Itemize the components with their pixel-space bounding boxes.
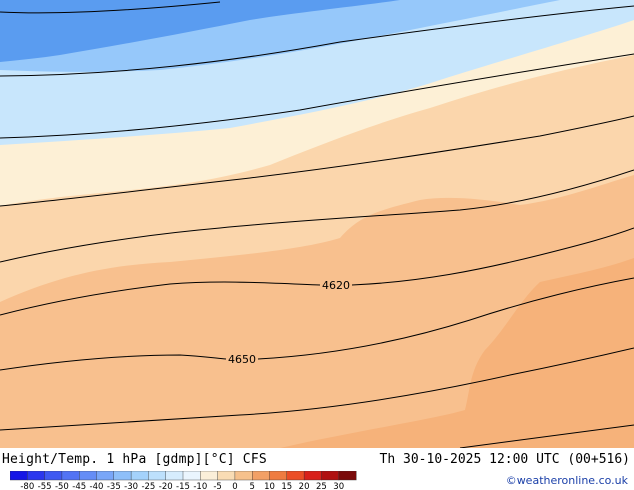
- scale-tick-label: -10: [193, 482, 207, 490]
- scale-tick-label: 15: [281, 482, 292, 490]
- scale-tick-label: 10: [264, 482, 275, 490]
- scale-swatch: [303, 471, 322, 481]
- scale-swatch: [113, 471, 132, 481]
- contour-label-4620: 4620: [322, 279, 350, 292]
- scale-tick-label: -45: [72, 482, 86, 490]
- contour-label-4650: 4650: [228, 353, 256, 366]
- scale-swatch: [217, 471, 236, 481]
- scale-swatch: [44, 471, 63, 481]
- credit-link[interactable]: ©weatheronline.co.uk: [505, 474, 628, 487]
- scale-tick-label: 25: [316, 482, 327, 490]
- scale-tick-label: -50: [55, 482, 69, 490]
- shade-blue-mid: [0, 0, 400, 62]
- scale-tick-label: -55: [38, 482, 52, 490]
- scale-swatch: [182, 471, 201, 481]
- contour-line: [0, 1, 221, 14]
- scale-swatch: [165, 471, 184, 481]
- contour-line: [0, 169, 634, 263]
- contour-line: [0, 227, 634, 316]
- scale-tick-label: -30: [124, 482, 138, 490]
- scale-swatch: [200, 471, 219, 481]
- scale-tick-label: -35: [107, 482, 121, 490]
- contour-line: [0, 53, 634, 139]
- scale-swatch: [130, 471, 149, 481]
- scale-swatch: [234, 471, 253, 481]
- contour-line: [0, 115, 634, 207]
- scale-tick-label: -15: [176, 482, 190, 490]
- scale-tick-label: 30: [333, 482, 344, 490]
- scale-swatch: [148, 471, 167, 481]
- scale-tick-label: 0: [232, 482, 237, 490]
- scale-swatch: [61, 471, 80, 481]
- scale-swatch: [338, 471, 357, 481]
- map-title: Height/Temp. 1 hPa [gdmp][°C] CFS: [2, 452, 267, 467]
- scale-tick-label: -5: [213, 482, 221, 490]
- scale-swatch: [27, 471, 46, 481]
- scale-swatch: [78, 471, 97, 481]
- scale-tick-label: -80: [20, 482, 34, 490]
- weather-map: 4620 4650: [0, 0, 634, 448]
- scale-swatch: [269, 471, 288, 481]
- scale-swatch: [96, 471, 115, 481]
- scale-tick-label: -20: [159, 482, 173, 490]
- valid-time: Th 30-10-2025 12:00 UTC (00+516): [379, 452, 630, 467]
- scale-tick-label: -40: [90, 482, 104, 490]
- scale-tick-label: 20: [299, 482, 310, 490]
- map-area: 4620 4650: [0, 0, 634, 448]
- contour-line: [0, 277, 634, 371]
- scale-swatch: [10, 471, 28, 481]
- scale-tick-label: 5: [249, 482, 254, 490]
- contour-line: [459, 424, 634, 448]
- scale-swatch: [251, 471, 270, 481]
- scale-swatch: [321, 471, 340, 481]
- scale-tick-label: -25: [141, 482, 155, 490]
- color-scale-legend: -80 -55 -50 -45 -40 -35 -30 -25 -20 -15 -10 -5 0 5 10 1…: [10, 471, 357, 490]
- scale-swatch: [286, 471, 305, 481]
- contour-line: [0, 347, 634, 431]
- contour-line: [0, 5, 634, 77]
